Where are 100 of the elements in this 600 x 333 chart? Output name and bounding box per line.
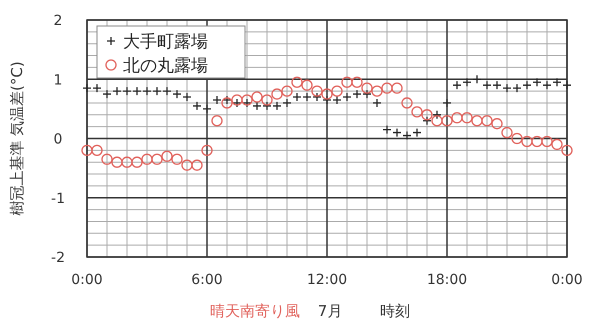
point [292, 92, 302, 102]
point [302, 92, 312, 102]
point [472, 74, 482, 84]
point [502, 83, 512, 93]
point [431, 115, 443, 126]
point [172, 89, 182, 99]
point [332, 95, 342, 105]
point [272, 101, 282, 111]
x-tick-label: 12:00 [306, 272, 348, 288]
x-tick-label: 0:00 [71, 272, 103, 288]
y-tick-label: 2 [54, 13, 62, 29]
point [412, 128, 422, 138]
point [372, 98, 382, 108]
point [181, 160, 193, 171]
point [441, 115, 453, 126]
point [512, 83, 522, 93]
point [242, 98, 252, 108]
point [141, 154, 153, 165]
point [392, 128, 402, 138]
point [391, 82, 403, 94]
point [112, 86, 122, 96]
point [352, 89, 362, 99]
point [92, 83, 102, 93]
point [152, 86, 162, 96]
point [342, 92, 352, 102]
point [91, 144, 103, 156]
point [311, 85, 323, 97]
point [202, 104, 212, 114]
point [402, 130, 412, 140]
point [461, 112, 473, 124]
point [422, 116, 432, 126]
point [481, 115, 493, 126]
point [182, 92, 192, 102]
point [331, 85, 343, 97]
point [531, 136, 543, 148]
point [482, 80, 492, 90]
text: 晴天南寄り風 [210, 302, 300, 320]
point [462, 78, 472, 87]
point [421, 109, 433, 120]
point [351, 76, 363, 88]
point [132, 86, 142, 96]
point [432, 110, 442, 120]
point [102, 89, 112, 99]
point [241, 94, 253, 106]
point [541, 136, 553, 148]
point [561, 144, 573, 156]
point [171, 154, 183, 165]
point [442, 98, 452, 108]
point [321, 88, 333, 100]
y-tick-label: -1 [51, 190, 65, 207]
point [341, 76, 353, 88]
x-tick-label: 6:00 [191, 272, 223, 288]
point [281, 85, 293, 97]
point [201, 144, 213, 156]
y-tick-label: 0 [54, 132, 62, 148]
point [382, 124, 392, 134]
point [501, 126, 513, 138]
point [151, 154, 163, 165]
point [252, 101, 262, 111]
point [261, 94, 273, 106]
point [212, 95, 222, 105]
legend-label: 大手町露場 [123, 32, 208, 52]
point [131, 156, 143, 168]
legend-label: 北の丸露場 [123, 56, 208, 76]
point [542, 80, 552, 90]
point [411, 106, 423, 118]
point [362, 89, 372, 99]
y-tick-label: -2 [51, 250, 65, 266]
point [162, 86, 172, 96]
point [122, 86, 132, 96]
point [381, 82, 393, 94]
point [511, 132, 523, 144]
point [322, 95, 332, 105]
point [522, 80, 532, 90]
point [551, 138, 563, 150]
y-tick-label: 1 [54, 72, 62, 88]
point [451, 112, 463, 124]
point [111, 156, 123, 168]
point [221, 97, 233, 109]
x-tick-label: 0:00 [551, 272, 583, 288]
x-axis-title: 時刻 [380, 302, 410, 320]
point [192, 101, 202, 111]
y-axis-title: 樹冠上基準 気温差(°C) [8, 61, 26, 216]
point [552, 78, 562, 87]
text: 7月 [318, 302, 342, 320]
point [291, 76, 303, 88]
point [231, 94, 243, 106]
point [211, 115, 223, 126]
point [271, 88, 283, 100]
point [361, 82, 373, 94]
x-tick-label: 18:00 [426, 272, 468, 288]
point [492, 80, 502, 90]
point [121, 156, 133, 168]
point [312, 92, 322, 102]
point [491, 118, 503, 130]
point [562, 80, 572, 90]
point [251, 91, 263, 103]
point [161, 150, 173, 162]
point [81, 144, 93, 156]
point [452, 80, 462, 90]
